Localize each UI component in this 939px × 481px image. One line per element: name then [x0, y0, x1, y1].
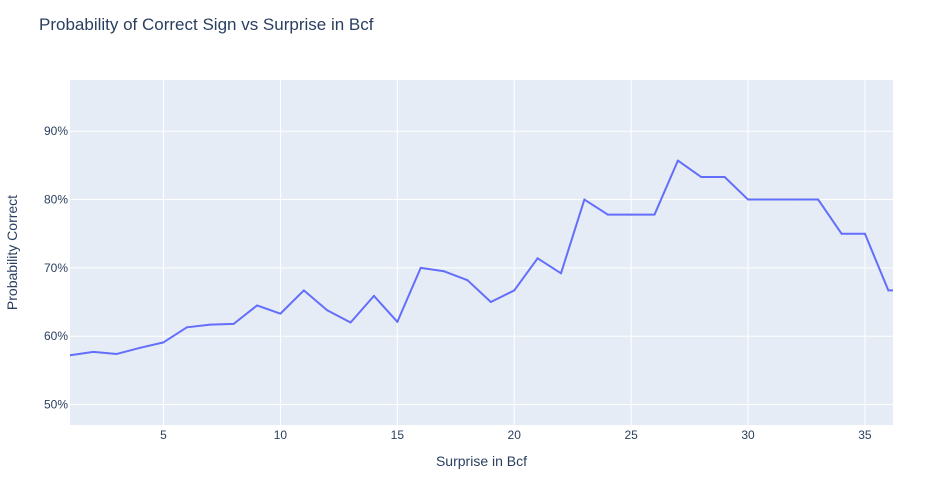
- data-point: [256, 304, 259, 307]
- data-point: [302, 289, 305, 292]
- data-point: [92, 350, 95, 353]
- data-point: [443, 270, 446, 273]
- data-point: [513, 289, 516, 292]
- y-tick-label: 80%: [44, 193, 68, 207]
- x-tick-label: 5: [160, 428, 167, 442]
- data-point: [700, 176, 703, 179]
- data-point: [209, 323, 212, 326]
- data-point: [723, 176, 726, 179]
- x-axis-label: Surprise in Bcf: [436, 453, 527, 469]
- data-point: [70, 354, 71, 357]
- data-point: [162, 341, 165, 344]
- chart-title: Probability of Correct Sign vs Surprise …: [39, 15, 374, 34]
- y-tick-label: 60%: [44, 329, 68, 343]
- data-point: [911, 289, 913, 291]
- data-point: [489, 301, 492, 304]
- data-point: [770, 198, 773, 201]
- data-point: [653, 213, 656, 216]
- data-point: [139, 346, 142, 349]
- x-tick-label: 35: [858, 428, 872, 442]
- y-tick-label: 90%: [44, 124, 68, 138]
- data-point: [419, 266, 422, 269]
- data-point: [326, 309, 329, 312]
- x-tick-label: 15: [391, 428, 405, 442]
- data-point: [185, 326, 188, 329]
- x-tick-label: 30: [741, 428, 755, 442]
- data-point: [279, 312, 282, 315]
- data-point: [840, 232, 843, 235]
- series-layer: [70, 159, 913, 357]
- data-point: [606, 213, 609, 216]
- data-point: [793, 198, 796, 201]
- data-point: [466, 279, 469, 282]
- data-point: [232, 322, 235, 325]
- plot-area: [70, 80, 893, 425]
- y-tick-label: 50%: [44, 398, 68, 412]
- grid-lines: [70, 80, 893, 425]
- x-tick-label: 25: [624, 428, 638, 442]
- data-point: [559, 272, 562, 275]
- data-point: [817, 198, 820, 201]
- data-point: [747, 198, 750, 201]
- x-axis-ticks: 5 10 15 20 25 30 35: [160, 428, 872, 442]
- data-point: [349, 321, 352, 324]
- y-axis-label: Probability Correct: [4, 195, 20, 310]
- x-tick-label: 20: [508, 428, 522, 442]
- y-axis-ticks: 50% 60% 70% 80% 90%: [44, 124, 68, 411]
- data-point: [676, 159, 679, 162]
- data-point: [887, 289, 890, 292]
- data-point: [396, 320, 399, 323]
- data-point: [536, 257, 539, 260]
- data-point: [583, 198, 586, 201]
- x-tick-label: 10: [274, 428, 288, 442]
- data-point: [115, 352, 118, 355]
- y-tick-label: 70%: [44, 261, 68, 275]
- data-point: [863, 232, 866, 235]
- data-point: [630, 213, 633, 216]
- data-point: [372, 294, 375, 297]
